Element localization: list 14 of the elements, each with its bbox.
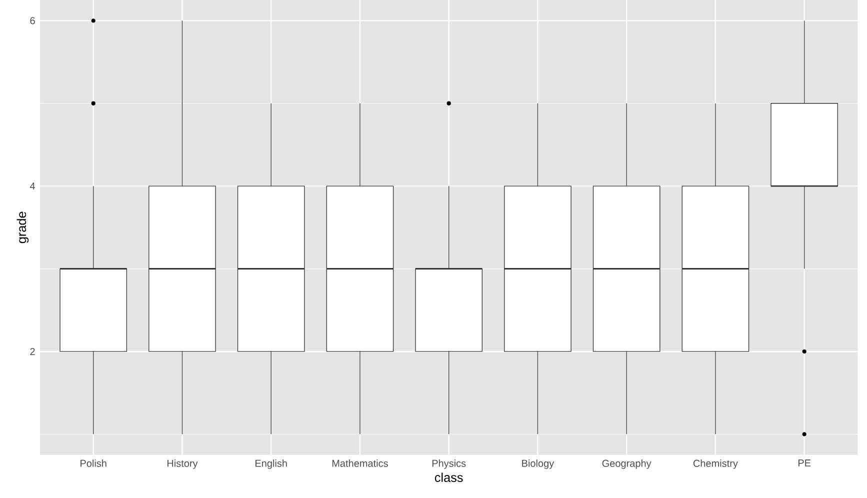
y-tick-label: 2 xyxy=(30,348,35,356)
x-tick-label: Polish xyxy=(80,460,106,468)
x-axis-title: class xyxy=(434,472,463,482)
x-tick-label: History xyxy=(167,460,198,470)
x-tick-label: Mathematics xyxy=(332,460,388,468)
x-tick-label: Biology xyxy=(522,460,554,470)
x-tick-label: Physics xyxy=(432,460,466,470)
x-tick-label: Chemistry xyxy=(693,460,738,470)
y-axis-title: grade xyxy=(16,212,29,244)
y-tick-label: 4 xyxy=(30,182,36,190)
y-tick-label: 6 xyxy=(30,17,35,24)
x-tick-label: PE xyxy=(798,460,811,467)
x-tick-label: English xyxy=(256,460,287,470)
x-tick-label: Geography xyxy=(602,460,652,470)
